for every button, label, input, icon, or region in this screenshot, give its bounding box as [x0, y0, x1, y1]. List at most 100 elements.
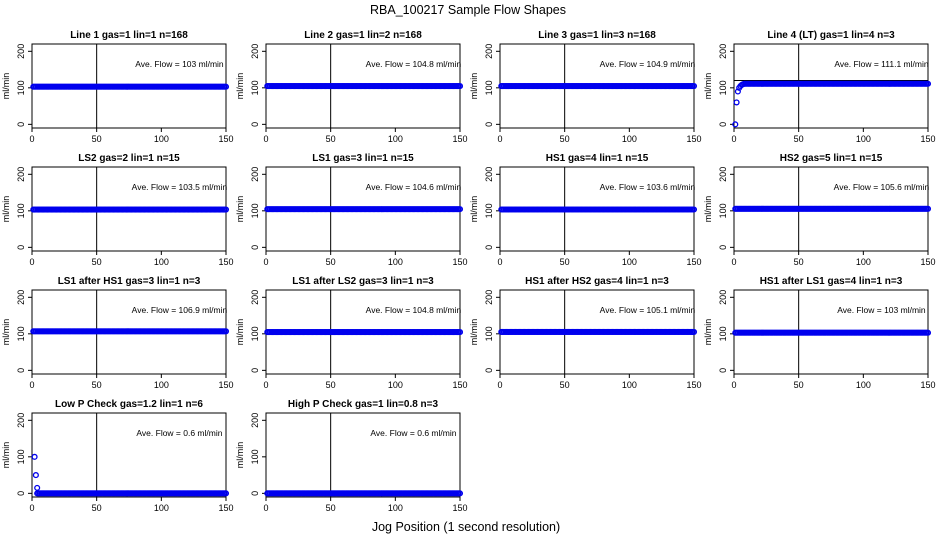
x-tick-label: 0: [263, 134, 268, 144]
y-tick-label: 0: [250, 245, 260, 250]
y-axis-label: ml/min: [703, 73, 713, 100]
x-tick-label: 100: [622, 257, 637, 267]
x-tick-label: 150: [920, 257, 935, 267]
x-tick-label: 0: [497, 134, 502, 144]
y-axis-label: ml/min: [235, 319, 245, 346]
x-tick-label: 50: [326, 380, 336, 390]
panel-title: Line 1 gas=1 lin=1 n=168: [70, 30, 188, 41]
y-axis-label: ml/min: [235, 442, 245, 469]
data-point: [32, 472, 39, 479]
plot-frame: [265, 412, 461, 498]
y-tick-label: 100: [250, 449, 260, 464]
x-tick-label: 0: [497, 380, 502, 390]
data-point: [34, 484, 41, 491]
y-tick-label: 0: [484, 245, 494, 250]
y-tick-label: 200: [16, 44, 26, 59]
average-flow-annotation: Ave. Flow = 104.9 ml/min: [600, 59, 696, 69]
y-tick-label: 0: [484, 368, 494, 373]
data-point: [924, 80, 932, 87]
data-point: [924, 205, 932, 212]
data-point: [690, 206, 698, 213]
average-flow-annotation: Ave. Flow = 0.6 ml/min: [370, 428, 456, 438]
y-axis-label: ml/min: [1, 196, 11, 223]
panel-title: Line 4 (LT) gas=1 lin=4 n=3: [767, 30, 895, 41]
figure-title: RBA_100217 Sample Flow Shapes: [370, 3, 566, 17]
y-tick-label: 0: [718, 245, 728, 250]
panel-title: Line 3 gas=1 lin=3 n=168: [538, 30, 656, 41]
average-flow-annotation: Ave. Flow = 103.6 ml/min: [600, 182, 696, 192]
data-series: [264, 329, 464, 336]
data-point: [732, 121, 739, 128]
x-tick-label: 100: [154, 503, 169, 513]
x-tick-label: 100: [388, 134, 403, 144]
y-tick-label: 200: [718, 44, 728, 59]
data-point: [31, 453, 38, 460]
x-tick-label: 150: [686, 380, 701, 390]
x-tick-label: 150: [218, 134, 233, 144]
y-tick-label: 0: [250, 122, 260, 127]
y-tick-label: 0: [250, 368, 260, 373]
panel-title: LS2 gas=2 lin=1 n=15: [78, 153, 180, 164]
y-tick-label: 200: [16, 167, 26, 182]
x-tick-label: 100: [622, 380, 637, 390]
y-tick-label: 100: [484, 203, 494, 218]
y-tick-label: 200: [484, 290, 494, 305]
panel-title: HS1 after LS1 gas=4 lin=1 n=3: [760, 276, 903, 287]
x-tick-label: 0: [731, 380, 736, 390]
x-tick-label: 50: [326, 134, 336, 144]
panel-title: Low P Check gas=1.2 lin=1 n=6: [55, 399, 203, 410]
y-tick-label: 200: [250, 44, 260, 59]
panel-1: Line 1 gas=1 lin=1 n=168 0 50 100 150 0 100 200…: [1, 30, 234, 144]
y-tick-label: 0: [484, 122, 494, 127]
y-tick-label: 0: [16, 122, 26, 127]
panel-9: LS1 after HS1 gas=3 lin=1 n=3 0 50 100 150 0 1…: [1, 276, 234, 390]
x-tick-label: 150: [920, 380, 935, 390]
x-tick-label: 50: [92, 380, 102, 390]
average-flow-annotation: Ave. Flow = 103 ml/min: [837, 305, 926, 315]
x-tick-label: 50: [92, 257, 102, 267]
y-tick-label: 200: [16, 413, 26, 428]
y-tick-label: 200: [250, 167, 260, 182]
data-series: [732, 80, 932, 128]
x-tick-label: 0: [29, 380, 34, 390]
figure-x-axis-label: Jog Position (1 second resolution): [372, 520, 560, 534]
x-tick-label: 50: [326, 503, 336, 513]
panel-title: LS1 gas=3 lin=1 n=15: [312, 153, 414, 164]
y-tick-label: 200: [718, 167, 728, 182]
y-tick-label: 100: [16, 326, 26, 341]
x-tick-label: 0: [263, 503, 268, 513]
x-tick-label: 100: [388, 503, 403, 513]
panel-2: Line 2 gas=1 lin=2 n=168 0 50 100 150 0 100 200…: [235, 30, 468, 144]
data-series: [30, 328, 230, 335]
y-tick-label: 0: [718, 368, 728, 373]
y-axis-label: ml/min: [469, 319, 479, 346]
data-point: [456, 490, 464, 497]
y-axis-label: ml/min: [1, 73, 11, 100]
y-tick-label: 100: [718, 203, 728, 218]
data-series: [30, 206, 230, 213]
average-flow-annotation: Ave. Flow = 105.1 ml/min: [600, 305, 696, 315]
x-tick-label: 0: [29, 134, 34, 144]
x-tick-label: 150: [920, 134, 935, 144]
y-tick-label: 200: [250, 290, 260, 305]
y-tick-label: 200: [16, 290, 26, 305]
y-axis-label: ml/min: [469, 196, 479, 223]
x-tick-label: 150: [452, 257, 467, 267]
y-axis-label: ml/min: [703, 196, 713, 223]
panel-8: HS2 gas=5 lin=1 n=15 0 50 100 150 0 100 200 ml/m…: [703, 153, 936, 267]
y-axis-label: ml/min: [1, 319, 11, 346]
y-tick-label: 200: [250, 413, 260, 428]
y-tick-label: 0: [16, 245, 26, 250]
x-tick-label: 50: [326, 257, 336, 267]
y-axis-label: ml/min: [1, 442, 11, 469]
data-series: [498, 82, 698, 90]
average-flow-annotation: Ave. Flow = 106.9 ml/min: [132, 305, 228, 315]
y-tick-label: 100: [250, 203, 260, 218]
x-tick-label: 150: [452, 380, 467, 390]
data-point: [924, 329, 932, 336]
panel-13: Low P Check gas=1.2 lin=1 n=6 0 50 100 150 0 1…: [1, 399, 234, 513]
data-point: [456, 206, 464, 213]
panel-14: High P Check gas=1 lin=0.8 n=3 0 50 100 150 0…: [235, 399, 468, 513]
panel-title: HS2 gas=5 lin=1 n=15: [780, 153, 883, 164]
x-tick-label: 150: [218, 257, 233, 267]
